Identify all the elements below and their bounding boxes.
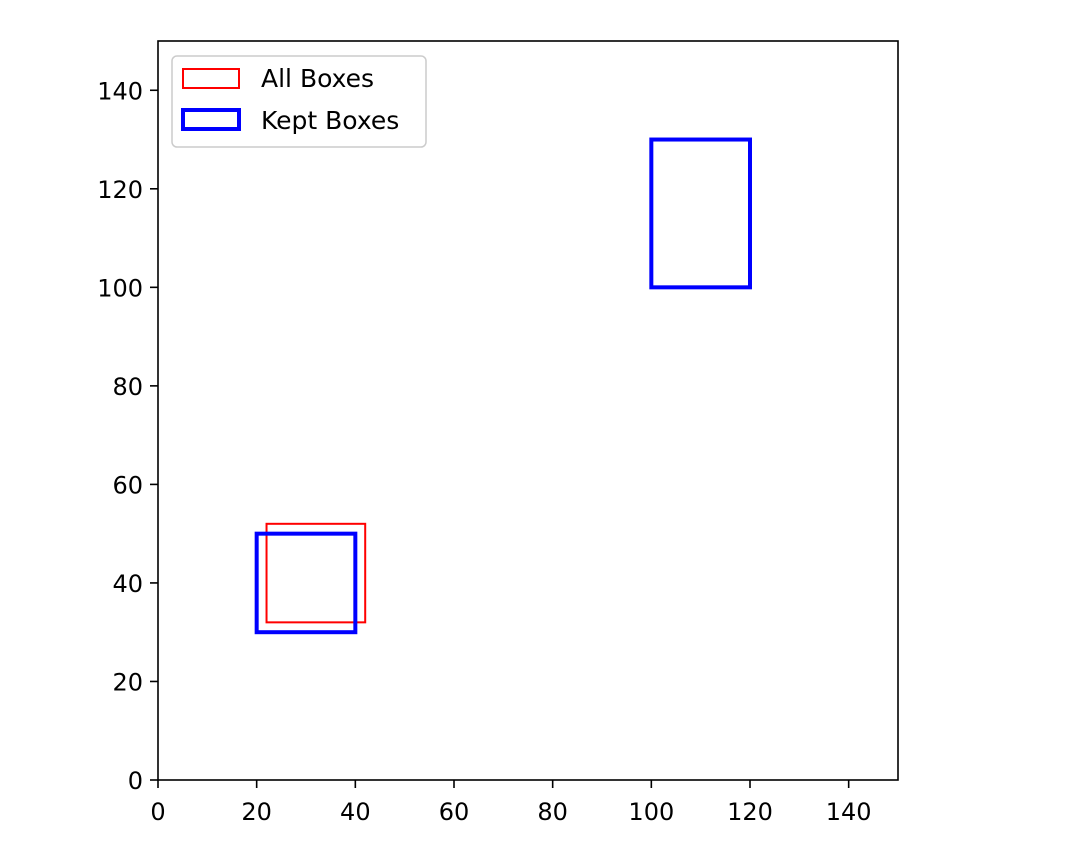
x-axis: 0 20 40 60 80 100 120 140 (150, 780, 872, 826)
plot-frame (157, 40, 899, 781)
legend-label-kept-boxes: Kept Boxes (261, 106, 399, 135)
legend-frame (171, 55, 427, 148)
x-tick-label: 20 (241, 798, 272, 826)
y-tick-label: 100 (97, 274, 143, 302)
kept-boxes-box-0 (254, 531, 358, 635)
y-tick-label: 60 (112, 471, 143, 499)
y-tick-label: 140 (97, 77, 143, 105)
x-tick-label: 100 (628, 798, 674, 826)
legend-swatch-all-boxes (182, 68, 240, 89)
kept-boxes-box-1 (649, 137, 752, 290)
y-tick-label: 40 (112, 570, 143, 598)
x-tick-label: 80 (537, 798, 568, 826)
y-tick-label: 0 (128, 767, 143, 795)
x-tick-label: 120 (727, 798, 773, 826)
y-tick-label: 20 (112, 668, 143, 696)
x-tick-label: 40 (340, 798, 371, 826)
legend: All Boxes Kept Boxes (171, 55, 427, 148)
y-tick-label: 80 (112, 373, 143, 401)
legend-swatch-kept-boxes (181, 108, 241, 131)
legend-label-all-boxes: All Boxes (261, 64, 374, 93)
all-boxes-box-0 (265, 522, 367, 624)
plot-background (158, 41, 898, 780)
y-axis: 0 20 40 60 80 100 120 140 (97, 77, 158, 795)
x-tick-label: 60 (439, 798, 470, 826)
x-tick-label: 140 (826, 798, 872, 826)
boxes-layer (254, 137, 752, 635)
x-tick-label: 0 (150, 798, 165, 826)
y-tick-label: 120 (97, 176, 143, 204)
